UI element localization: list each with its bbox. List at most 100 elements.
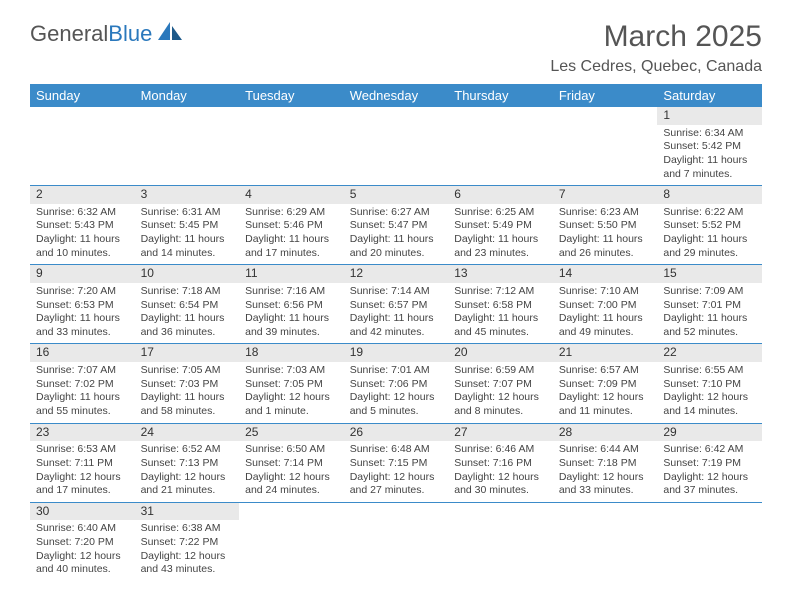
- sunrise-label: Sunrise: 6:42 AM: [663, 443, 756, 457]
- daylight-label: Daylight: 11 hours: [36, 312, 129, 326]
- day-number: 14: [553, 265, 658, 283]
- sunrise-label: Sunrise: 7:18 AM: [141, 285, 234, 299]
- calendar-day-cell: 16Sunrise: 7:07 AMSunset: 7:02 PMDayligh…: [30, 344, 135, 423]
- daylight-label: and 29 minutes.: [663, 247, 756, 261]
- sunrise-label: Sunrise: 7:20 AM: [36, 285, 129, 299]
- daylight-label: Daylight: 12 hours: [454, 471, 547, 485]
- page-title: March 2025: [550, 20, 762, 54]
- logo-text-2: Blue: [108, 21, 152, 46]
- sunset-label: Sunset: 5:46 PM: [245, 219, 338, 233]
- logo: GeneralBlue: [30, 20, 184, 47]
- daylight-label: Daylight: 12 hours: [141, 471, 234, 485]
- logo-text: GeneralBlue: [30, 21, 152, 47]
- calendar-day-cell: 3Sunrise: 6:31 AMSunset: 5:45 PMDaylight…: [135, 186, 240, 265]
- daylight-label: Daylight: 12 hours: [245, 391, 338, 405]
- day-number: 15: [657, 265, 762, 283]
- sunrise-label: Sunrise: 7:14 AM: [350, 285, 443, 299]
- calendar-day-cell: [448, 107, 553, 186]
- calendar-day-cell: [344, 107, 449, 186]
- logo-text-1: General: [30, 21, 108, 46]
- weekday-header: Wednesday: [344, 84, 449, 107]
- daylight-label: and 20 minutes.: [350, 247, 443, 261]
- calendar-day-cell: 4Sunrise: 6:29 AMSunset: 5:46 PMDaylight…: [239, 186, 344, 265]
- sail-icon: [156, 20, 184, 47]
- sunrise-label: Sunrise: 6:27 AM: [350, 206, 443, 220]
- calendar-day-cell: 19Sunrise: 7:01 AMSunset: 7:06 PMDayligh…: [344, 344, 449, 423]
- day-number: 18: [239, 344, 344, 362]
- sunset-label: Sunset: 5:47 PM: [350, 219, 443, 233]
- sunset-label: Sunset: 6:54 PM: [141, 299, 234, 313]
- sunrise-label: Sunrise: 6:46 AM: [454, 443, 547, 457]
- sunrise-label: Sunrise: 6:34 AM: [663, 127, 756, 141]
- sunset-label: Sunset: 5:50 PM: [559, 219, 652, 233]
- day-number: 19: [344, 344, 449, 362]
- day-number: 31: [135, 503, 240, 521]
- sunset-label: Sunset: 7:14 PM: [245, 457, 338, 471]
- sunset-label: Sunset: 5:52 PM: [663, 219, 756, 233]
- sunrise-label: Sunrise: 6:53 AM: [36, 443, 129, 457]
- day-number: 3: [135, 186, 240, 204]
- calendar-day-cell: 27Sunrise: 6:46 AMSunset: 7:16 PMDayligh…: [448, 423, 553, 502]
- sunrise-label: Sunrise: 6:22 AM: [663, 206, 756, 220]
- daylight-label: Daylight: 11 hours: [141, 391, 234, 405]
- daylight-label: Daylight: 11 hours: [559, 312, 652, 326]
- calendar-day-cell: 30Sunrise: 6:40 AMSunset: 7:20 PMDayligh…: [30, 502, 135, 581]
- day-number: 22: [657, 344, 762, 362]
- sunrise-label: Sunrise: 6:50 AM: [245, 443, 338, 457]
- day-number: 6: [448, 186, 553, 204]
- daylight-label: Daylight: 12 hours: [141, 550, 234, 564]
- calendar-day-cell: 29Sunrise: 6:42 AMSunset: 7:19 PMDayligh…: [657, 423, 762, 502]
- daylight-label: and 43 minutes.: [141, 563, 234, 577]
- daylight-label: Daylight: 11 hours: [36, 391, 129, 405]
- calendar-day-cell: [344, 502, 449, 581]
- daylight-label: Daylight: 11 hours: [663, 233, 756, 247]
- day-number: 12: [344, 265, 449, 283]
- calendar-day-cell: 17Sunrise: 7:05 AMSunset: 7:03 PMDayligh…: [135, 344, 240, 423]
- day-number: 11: [239, 265, 344, 283]
- daylight-label: and 42 minutes.: [350, 326, 443, 340]
- daylight-label: and 26 minutes.: [559, 247, 652, 261]
- day-number: 8: [657, 186, 762, 204]
- calendar-day-cell: 6Sunrise: 6:25 AMSunset: 5:49 PMDaylight…: [448, 186, 553, 265]
- sunset-label: Sunset: 7:19 PM: [663, 457, 756, 471]
- sunset-label: Sunset: 7:02 PM: [36, 378, 129, 392]
- daylight-label: Daylight: 11 hours: [245, 312, 338, 326]
- daylight-label: and 10 minutes.: [36, 247, 129, 261]
- daylight-label: and 49 minutes.: [559, 326, 652, 340]
- calendar-day-cell: 28Sunrise: 6:44 AMSunset: 7:18 PMDayligh…: [553, 423, 658, 502]
- calendar-day-cell: 9Sunrise: 7:20 AMSunset: 6:53 PMDaylight…: [30, 265, 135, 344]
- calendar-day-cell: 12Sunrise: 7:14 AMSunset: 6:57 PMDayligh…: [344, 265, 449, 344]
- daylight-label: Daylight: 11 hours: [245, 233, 338, 247]
- daylight-label: and 14 minutes.: [663, 405, 756, 419]
- calendar-header-row: Sunday Monday Tuesday Wednesday Thursday…: [30, 84, 762, 107]
- daylight-label: and 39 minutes.: [245, 326, 338, 340]
- daylight-label: and 58 minutes.: [141, 405, 234, 419]
- day-number: 9: [30, 265, 135, 283]
- sunrise-label: Sunrise: 6:44 AM: [559, 443, 652, 457]
- daylight-label: and 45 minutes.: [454, 326, 547, 340]
- calendar-week-row: 30Sunrise: 6:40 AMSunset: 7:20 PMDayligh…: [30, 502, 762, 581]
- sunset-label: Sunset: 6:58 PM: [454, 299, 547, 313]
- daylight-label: and 36 minutes.: [141, 326, 234, 340]
- calendar-day-cell: [657, 502, 762, 581]
- daylight-label: and 33 minutes.: [36, 326, 129, 340]
- calendar-day-cell: 11Sunrise: 7:16 AMSunset: 6:56 PMDayligh…: [239, 265, 344, 344]
- calendar-day-cell: [135, 107, 240, 186]
- sunset-label: Sunset: 7:11 PM: [36, 457, 129, 471]
- daylight-label: Daylight: 12 hours: [36, 471, 129, 485]
- sunrise-label: Sunrise: 6:23 AM: [559, 206, 652, 220]
- day-number: 25: [239, 424, 344, 442]
- daylight-label: and 21 minutes.: [141, 484, 234, 498]
- calendar-day-cell: [239, 107, 344, 186]
- calendar-day-cell: 25Sunrise: 6:50 AMSunset: 7:14 PMDayligh…: [239, 423, 344, 502]
- weekday-header: Thursday: [448, 84, 553, 107]
- sunset-label: Sunset: 6:57 PM: [350, 299, 443, 313]
- calendar-week-row: 23Sunrise: 6:53 AMSunset: 7:11 PMDayligh…: [30, 423, 762, 502]
- calendar-day-cell: 2Sunrise: 6:32 AMSunset: 5:43 PMDaylight…: [30, 186, 135, 265]
- day-number: 17: [135, 344, 240, 362]
- calendar-day-cell: 10Sunrise: 7:18 AMSunset: 6:54 PMDayligh…: [135, 265, 240, 344]
- daylight-label: and 17 minutes.: [36, 484, 129, 498]
- sunset-label: Sunset: 6:56 PM: [245, 299, 338, 313]
- daylight-label: and 52 minutes.: [663, 326, 756, 340]
- sunset-label: Sunset: 5:43 PM: [36, 219, 129, 233]
